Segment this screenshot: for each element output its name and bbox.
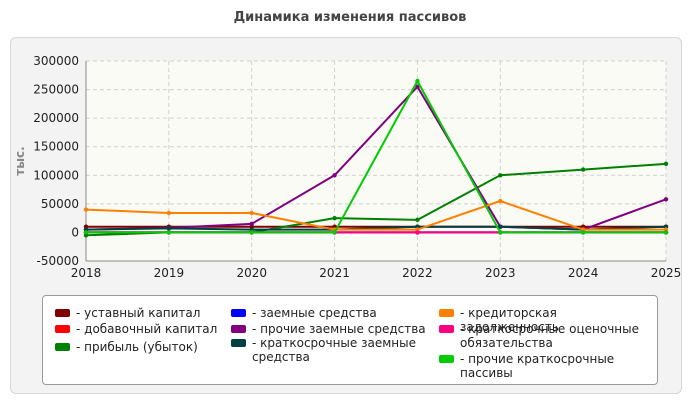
legend-swatch <box>55 309 70 317</box>
legend-swatch <box>439 309 454 317</box>
chart-legend: - уставный капитал - добавочный капитал … <box>42 295 658 385</box>
x-tick-label: 2020 <box>236 266 267 280</box>
y-tick-label: 100000 <box>33 168 79 182</box>
data-point <box>415 84 420 89</box>
data-point <box>498 198 503 204</box>
chart-title: Динамика изменения пассивов <box>233 10 467 25</box>
data-point <box>498 230 503 235</box>
data-point <box>166 210 172 216</box>
x-tick-label: 2018 <box>71 266 102 280</box>
legend-swatch <box>439 355 454 363</box>
legend-label: - добавочный капитал <box>76 322 218 336</box>
legend-item: - заемные средства <box>231 306 431 320</box>
data-point <box>83 230 89 235</box>
y-axis-label: тыс. <box>13 146 27 175</box>
x-tick-label: 2019 <box>154 266 185 280</box>
legend-swatch <box>231 309 246 317</box>
data-point <box>249 210 254 216</box>
y-tick-label: 300000 <box>33 54 79 68</box>
legend-swatch <box>439 325 454 333</box>
data-point <box>663 230 669 235</box>
data-point <box>580 230 586 235</box>
legend-item: - краткосрочные заемные средства <box>231 336 431 364</box>
data-point <box>498 224 503 229</box>
data-point <box>332 215 337 221</box>
legend-item: - прибыль (убыток) <box>55 340 225 354</box>
series-line <box>85 225 667 231</box>
x-tick-label: 2021 <box>319 266 350 280</box>
legend-label: - заемные средства <box>252 306 377 320</box>
data-point <box>332 173 337 178</box>
data-point <box>498 173 503 178</box>
y-tick-label: 250000 <box>33 83 79 97</box>
series-line <box>85 200 666 231</box>
x-tick-label: 2024 <box>568 266 599 280</box>
legend-item: - прочие краткосрочные пассивы <box>439 352 657 380</box>
data-point <box>83 207 89 212</box>
data-point <box>166 226 172 231</box>
data-point <box>166 230 172 235</box>
legend-label: - уставный капитал <box>76 306 201 320</box>
legend-label: - краткосрочные заемные средства <box>252 336 416 364</box>
plot-area <box>86 61 666 261</box>
y-tick-label: 50000 <box>41 197 79 211</box>
y-tick-label: 200000 <box>33 111 79 125</box>
series-line <box>86 80 666 234</box>
x-tick-label: 2022 <box>402 266 433 280</box>
data-point <box>332 230 337 235</box>
data-point <box>249 221 254 227</box>
legend-label: - краткосрочные оценочные обязательства <box>460 322 639 350</box>
data-point <box>415 78 420 84</box>
y-tick-label: 0 <box>71 225 79 239</box>
data-point <box>663 161 669 167</box>
legend-label: - прибыль (убыток) <box>76 340 198 354</box>
legend-swatch <box>231 325 246 333</box>
legend-item: - краткосрочные оценочные обязательства <box>439 322 657 350</box>
data-point <box>249 230 254 235</box>
data-point <box>415 230 420 235</box>
legend-item: - прочие заемные средства <box>231 322 431 336</box>
legend-item: - кредиторская задолженность <box>439 306 657 334</box>
data-point <box>580 167 586 172</box>
legend-label: - кредиторская задолженность <box>460 306 559 334</box>
data-point <box>415 217 420 223</box>
y-tick-label: 150000 <box>33 140 79 154</box>
x-tick-label: 2023 <box>485 266 516 280</box>
legend-item: - уставный капитал <box>55 306 225 320</box>
legend-swatch <box>55 325 70 333</box>
legend-item: - добавочный капитал <box>55 322 225 336</box>
legend-label: - прочие краткосрочные пассивы <box>460 352 615 380</box>
legend-label: - прочие заемные средства <box>252 322 426 336</box>
x-tick-label: 2025 <box>651 266 682 280</box>
data-point <box>663 197 669 202</box>
legend-swatch <box>231 339 246 347</box>
legend-swatch <box>55 343 70 351</box>
y-tick-label: -50000 <box>36 254 79 268</box>
